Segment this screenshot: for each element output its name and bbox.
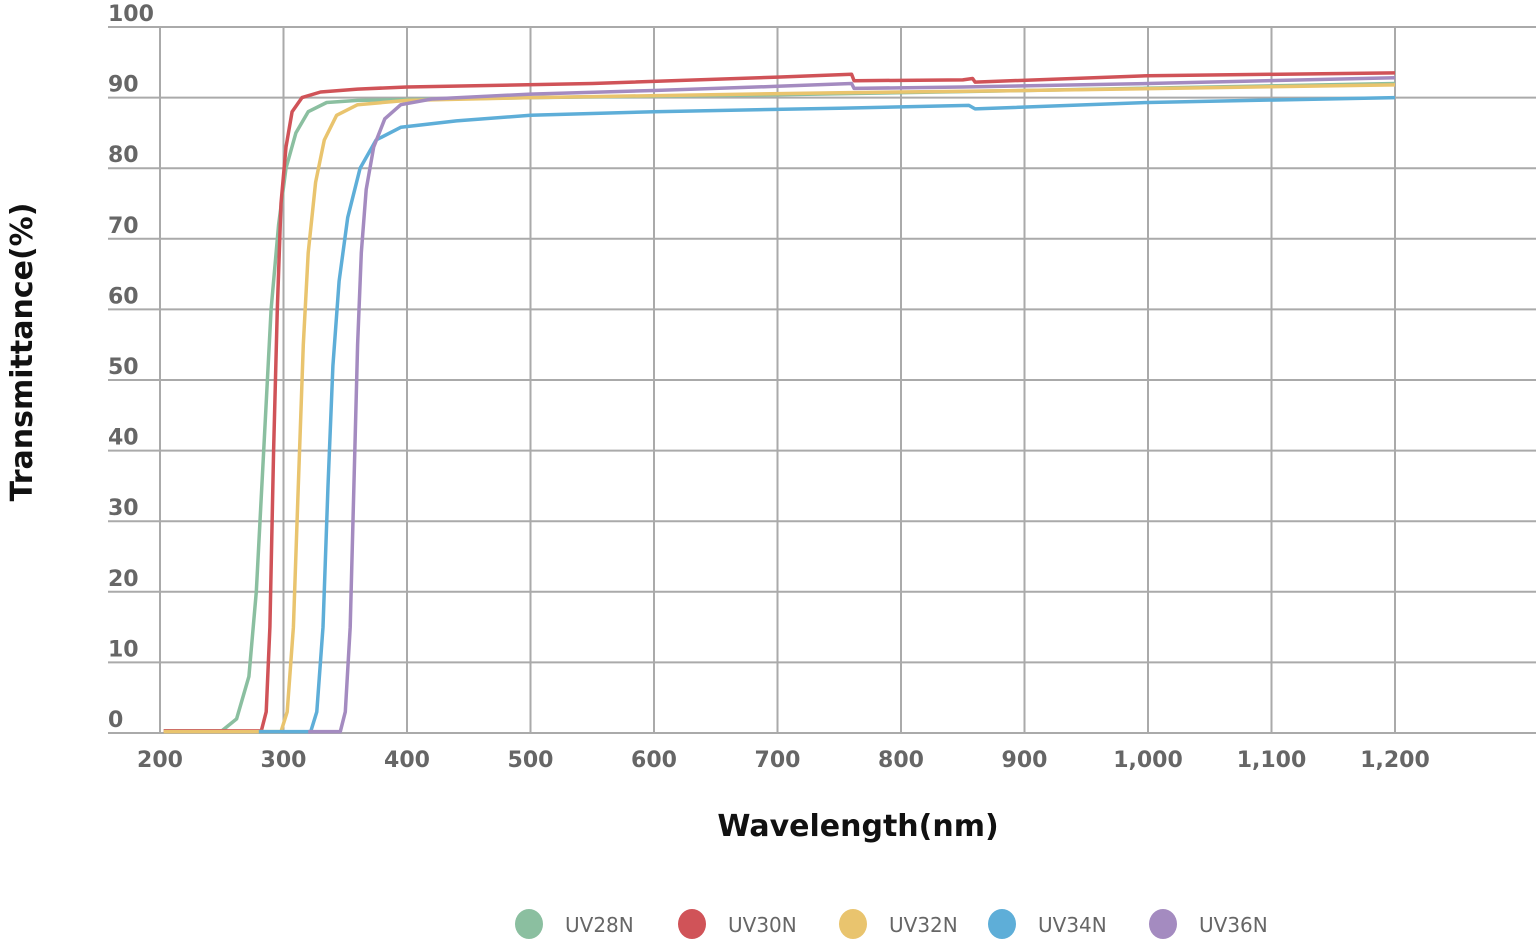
legend-swatch (1149, 909, 1177, 939)
y-tick-label: 50 (108, 355, 139, 380)
y-tick-label: 60 (108, 284, 139, 309)
x-tick-label: 300 (261, 748, 307, 773)
y-tick-label: 70 (108, 214, 139, 239)
grid (108, 26, 1536, 734)
y-tick-label: 30 (108, 496, 139, 521)
legend-swatch (515, 909, 543, 939)
legend-item-uv32n: UV32N (839, 909, 958, 939)
x-tick-label: 400 (384, 748, 430, 773)
legend-label: UV36N (1199, 913, 1268, 937)
legend-item-uv36n: UV36N (1149, 909, 1268, 939)
series-line-uv36n (308, 76, 1396, 734)
y-tick-label: 80 (108, 143, 139, 168)
legend-label: UV34N (1038, 913, 1107, 937)
legend-item-uv34n: UV34N (988, 909, 1107, 939)
series-line-uv34n (258, 95, 1396, 734)
y-tick-label: 0 (108, 708, 123, 733)
legend: UV28N UV30N UV32N UV34N UV36N (515, 909, 1268, 939)
x-axis-label: Wavelength(nm) (717, 809, 998, 844)
x-tick-label: 900 (1002, 748, 1048, 773)
legend-swatch (678, 909, 706, 939)
y-tick-label: 100 (108, 2, 154, 27)
legend-label: UV28N (565, 913, 634, 937)
series-line-uv32n (163, 83, 1396, 734)
legend-item-uv30n: UV30N (678, 909, 797, 939)
x-tick-label: 700 (755, 748, 801, 773)
y-tick-label: 90 (108, 73, 139, 98)
legend-label: UV32N (889, 913, 958, 937)
x-tick-label: 800 (878, 748, 924, 773)
x-tick-label: 200 (137, 748, 183, 773)
x-tick-label: 600 (631, 748, 677, 773)
legend-item-uv28n: UV28N (515, 909, 634, 939)
legend-swatch (988, 909, 1016, 939)
y-tick-label: 10 (108, 637, 139, 662)
y-tick-label: 40 (108, 426, 139, 451)
x-tick-label: 500 (508, 748, 554, 773)
series-lines (163, 71, 1396, 734)
x-tick-label: 1,200 (1360, 748, 1430, 773)
x-axis-ticks: 200 300 400 500 600 700 800 900 1,000 1,100 1,200 (137, 748, 1430, 773)
y-axis-label: Transmittance(%) (5, 203, 40, 502)
y-tick-label: 20 (108, 567, 139, 592)
legend-swatch (839, 909, 867, 939)
series-line-uv30n (163, 71, 1396, 733)
legend-label: UV30N (728, 913, 797, 937)
x-tick-label: 1,000 (1113, 748, 1183, 773)
x-tick-label: 1,100 (1237, 748, 1307, 773)
y-axis-ticks: 0 10 20 30 40 50 60 70 80 90 100 (108, 2, 154, 733)
